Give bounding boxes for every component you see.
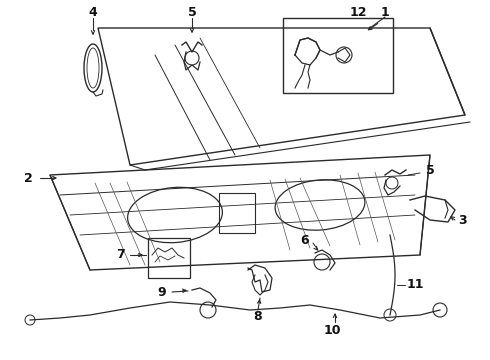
- Text: 10: 10: [323, 324, 341, 337]
- Text: 5: 5: [188, 5, 196, 18]
- Text: 4: 4: [89, 5, 98, 18]
- Text: 11: 11: [406, 279, 424, 292]
- Text: 3: 3: [458, 213, 466, 226]
- Text: 9: 9: [158, 285, 166, 298]
- Text: 8: 8: [254, 310, 262, 323]
- Text: 12: 12: [349, 5, 367, 18]
- Text: 7: 7: [116, 248, 124, 261]
- Text: 5: 5: [426, 163, 434, 176]
- Text: 6: 6: [301, 234, 309, 247]
- Text: 1: 1: [381, 5, 390, 18]
- Text: 2: 2: [24, 171, 32, 184]
